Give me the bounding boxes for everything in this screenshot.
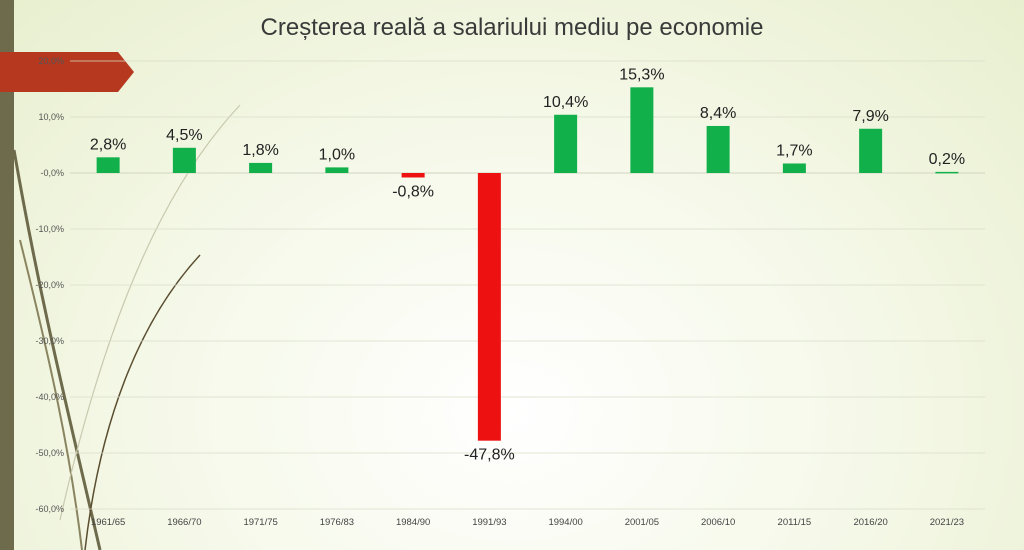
bar-1984-90	[401, 173, 425, 178]
data-label: 15,3%	[619, 66, 664, 83]
data-label: -0,8%	[392, 183, 434, 200]
data-label: 0,2%	[929, 151, 965, 168]
arrow-tab-decor	[0, 52, 134, 92]
chart-title: Creșterea reală a salariului mediu pe ec…	[260, 14, 764, 41]
y-tick-label: 20,0%	[38, 56, 64, 66]
y-tick-label: -0,0%	[40, 168, 64, 178]
data-label: -47,8%	[464, 447, 515, 464]
y-tick-label: 10,0%	[38, 112, 64, 122]
x-tick-label: 1991/93	[472, 517, 506, 528]
y-tick-label: -40,0%	[35, 392, 64, 402]
x-tick-label: 1971/75	[243, 517, 277, 528]
data-label: 8,4%	[700, 105, 736, 122]
decorative-curves	[12, 104, 241, 550]
bar-1971-75	[249, 162, 273, 173]
bar-1966-70	[172, 147, 196, 173]
bar-2011-15	[782, 163, 806, 173]
x-tick-label: 1976/83	[320, 517, 354, 528]
data-label: 7,9%	[852, 108, 888, 125]
data-label: 1,8%	[242, 142, 278, 159]
y-tick-label: -30,0%	[35, 336, 64, 346]
x-tick-label: 1961/65	[91, 517, 125, 528]
bar-1976-83	[325, 167, 349, 173]
bar-2001-05	[630, 87, 654, 173]
bar-1994-00	[554, 114, 578, 173]
x-tick-label: 1994/00	[548, 517, 582, 528]
x-tick-label: 2001/05	[625, 517, 659, 528]
bar-2021-23	[935, 171, 959, 174]
y-tick-label: -20,0%	[35, 280, 64, 290]
data-label: 1,0%	[319, 146, 355, 163]
data-label: 10,4%	[543, 94, 588, 111]
y-tick-label: -10,0%	[35, 224, 64, 234]
x-tick-label: 2021/23	[930, 517, 964, 528]
data-label: 4,5%	[166, 127, 202, 144]
x-tick-label: 2011/15	[778, 517, 812, 528]
y-tick-label: -50,0%	[35, 448, 64, 458]
bar-2006-10	[706, 125, 730, 173]
x-tick-label: 2006/10	[701, 517, 735, 528]
x-tick-label: 1984/90	[396, 517, 430, 528]
x-tick-label: 2016/20	[853, 517, 887, 528]
data-label: 1,7%	[776, 142, 812, 159]
left-decor-strip	[0, 0, 14, 550]
bar-1991-93	[477, 173, 501, 441]
y-tick-label: -60,0%	[35, 504, 64, 514]
bar-2016-20	[859, 128, 883, 173]
data-label: 2,8%	[90, 136, 126, 153]
x-tick-label: 1966/70	[167, 517, 201, 528]
bar-1961-65	[96, 157, 120, 173]
